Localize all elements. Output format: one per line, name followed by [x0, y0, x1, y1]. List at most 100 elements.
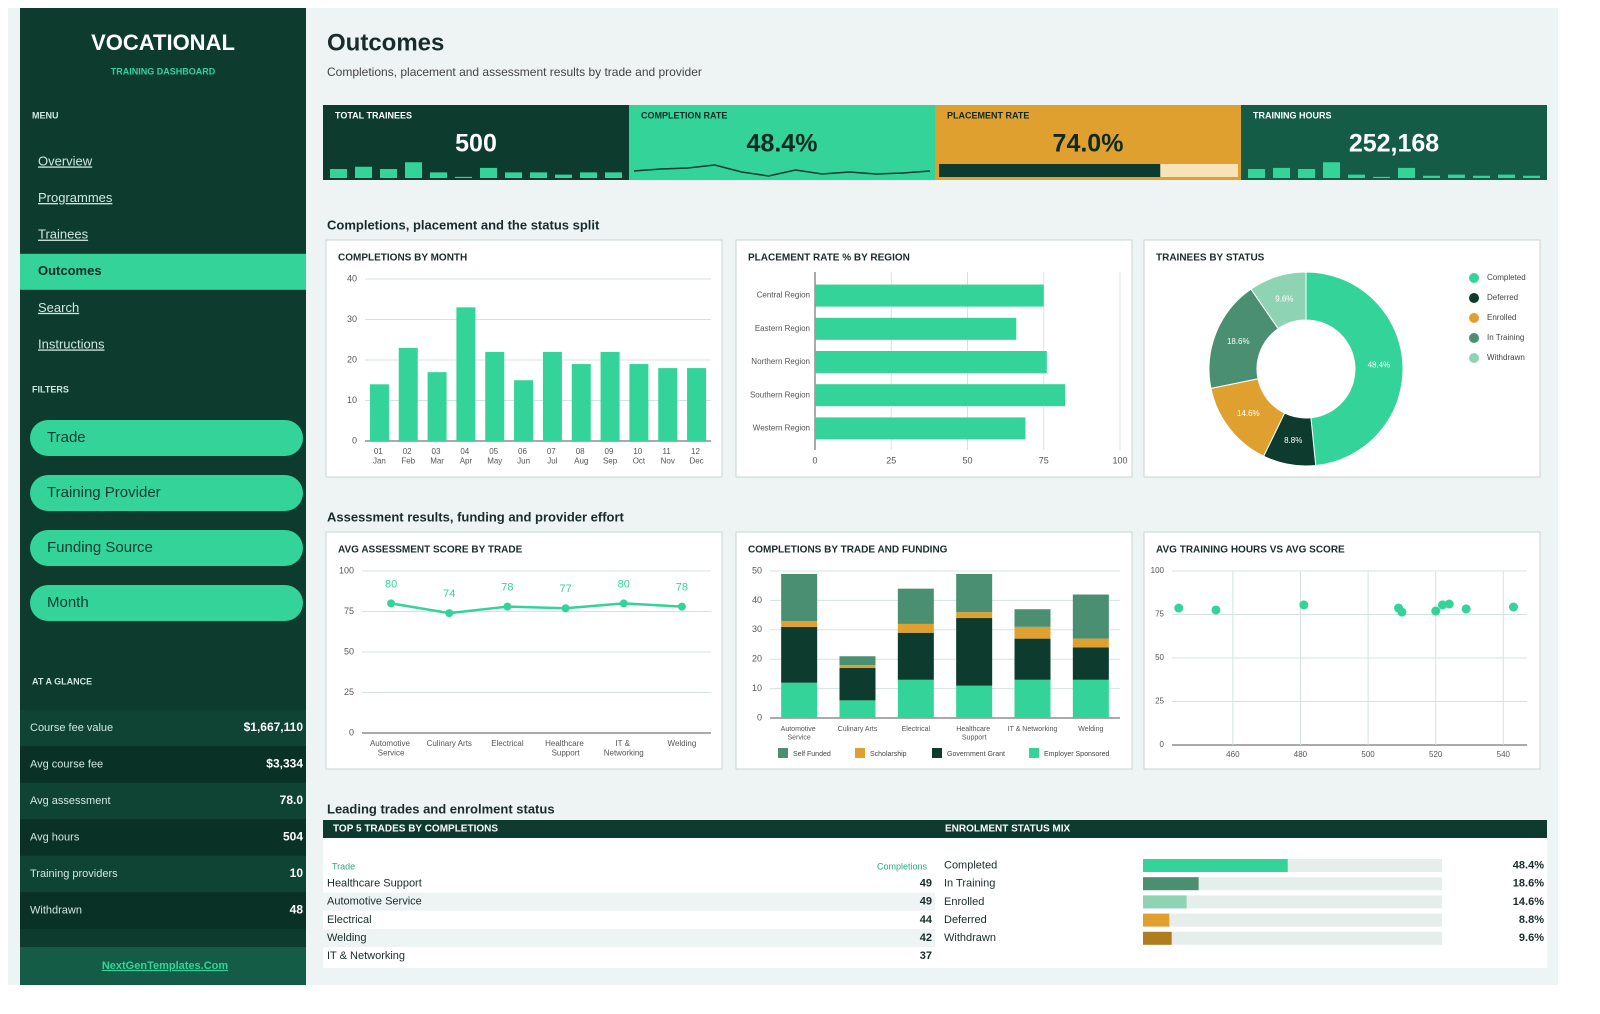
table-cell: 37	[920, 950, 932, 962]
x-tick-label: 07 Jul	[547, 447, 558, 466]
status-value: 48.4%	[1513, 859, 1544, 871]
filter-label[interactable]: Trade	[47, 429, 86, 446]
x-tick-label: Welding	[668, 739, 697, 748]
bar	[815, 317, 1017, 340]
bar-segment	[1072, 594, 1109, 639]
label-line: Networking	[604, 749, 644, 758]
legend-label: In Training	[1487, 333, 1524, 342]
status-label: Deferred	[944, 914, 987, 926]
filter-button[interactable]	[30, 475, 303, 511]
x-tick-label: IT & Networking	[604, 739, 644, 758]
data-label: 74	[443, 588, 455, 600]
data-label: 18.6%	[1227, 337, 1250, 346]
y-tick-label: 0	[352, 435, 357, 445]
label-line: Healthcare	[956, 726, 992, 733]
kpi-spark-bar	[480, 167, 497, 178]
glance-row	[20, 819, 306, 856]
kpi-spark-bar	[1473, 175, 1490, 178]
menu-active-bg[interactable]	[20, 253, 306, 290]
x-tick-label: Automotive Service	[370, 739, 412, 758]
menu-item[interactable]: Programmes	[38, 190, 113, 205]
data-label: 8.8%	[1284, 436, 1302, 445]
menu-item[interactable]: Search	[38, 300, 79, 315]
section-title: Leading trades and enrolment status	[327, 801, 555, 816]
label-line: 10	[633, 447, 644, 456]
label-line: Apr	[460, 457, 473, 466]
label-line: Aug	[574, 457, 588, 466]
status-bar	[1143, 859, 1288, 872]
bar-segment	[781, 626, 818, 683]
legend-swatch	[1469, 273, 1479, 283]
kpi-value: 252,168	[1349, 130, 1439, 158]
glance-label: Avg assessment	[30, 795, 111, 807]
y-tick-label: Central Region	[757, 291, 810, 300]
bar-segment	[1014, 679, 1051, 718]
status-bar	[1143, 877, 1199, 891]
menu-item[interactable]: Outcomes	[38, 263, 102, 278]
label-line: Dec	[689, 457, 703, 466]
kpi-spark-bar	[1298, 169, 1315, 178]
donut-slice	[1305, 271, 1404, 467]
status-label: Withdrawn	[944, 932, 996, 944]
legend-swatch	[855, 748, 865, 758]
data-label: 78	[676, 582, 688, 594]
kpi-value: 48.4%	[747, 130, 818, 158]
kpi-spark-bar	[1248, 169, 1265, 178]
kpi-spark-bar	[455, 176, 472, 178]
label-line: Feb	[401, 457, 415, 466]
filter-label[interactable]: Funding Source	[47, 539, 153, 556]
kpi-spark-bar	[1373, 176, 1390, 178]
x-tick-label: 50	[962, 455, 972, 465]
y-tick-label: 50	[344, 646, 354, 656]
bar-segment	[1072, 647, 1109, 680]
label-line: IT &	[615, 739, 632, 748]
brand-tagline: TRAINING DASHBOARD	[111, 66, 216, 76]
table-title: TOP 5 TRADES BY COMPLETIONS	[333, 824, 498, 835]
status-bar	[1143, 913, 1170, 927]
y-tick-label: 10	[752, 683, 762, 693]
status-bar-track	[1143, 895, 1442, 909]
label-line: Mar	[430, 457, 444, 466]
filter-button[interactable]	[30, 420, 303, 456]
filter-button[interactable]	[30, 585, 303, 621]
x-tick-label: 03 Mar	[430, 447, 444, 466]
menu-item[interactable]: Overview	[38, 153, 93, 168]
kpi-value: 500	[455, 130, 497, 158]
status-label: Enrolled	[944, 896, 984, 908]
y-tick-label: 40	[752, 595, 762, 605]
filter-button[interactable]	[30, 530, 303, 566]
filter-label[interactable]: Month	[47, 594, 89, 611]
kpi-spark-bar	[580, 172, 597, 178]
glance-label: Avg hours	[30, 831, 80, 843]
x-tick-label: IT & Networking	[1008, 726, 1058, 733]
scatter-point	[1397, 607, 1407, 617]
label-line: May	[487, 457, 502, 466]
glance-row	[20, 892, 306, 929]
y-tick-label: 100	[1151, 566, 1165, 575]
scatter-point	[1299, 600, 1309, 610]
bar-segment	[897, 623, 934, 633]
kpi-spark-bar	[505, 172, 522, 178]
legend-label: Deferred	[1487, 293, 1518, 302]
y-tick-label: Western Region	[753, 424, 810, 433]
label-line: Automotive	[370, 739, 412, 748]
legend-label: Employer Sponsored	[1044, 751, 1109, 758]
label-line: 11	[662, 447, 673, 456]
bar-segment	[1014, 609, 1051, 627]
kpi-spark-bar	[1273, 167, 1290, 178]
line-point	[445, 609, 454, 618]
legend-swatch	[778, 748, 788, 758]
bar-segment	[956, 612, 993, 619]
filter-label[interactable]: Training Provider	[47, 484, 161, 501]
bar	[600, 351, 620, 441]
label-line: Sep	[603, 457, 618, 466]
x-tick-label: 08 Aug	[574, 447, 588, 466]
x-tick-label: 05 May	[487, 447, 502, 466]
bar-segment	[897, 679, 934, 718]
menu-item[interactable]: Trainees	[38, 227, 89, 242]
x-tick-label: 02 Feb	[401, 447, 415, 466]
label-line: Jun	[517, 457, 530, 466]
footer-link[interactable]: NextGenTemplates.Com	[102, 960, 229, 972]
menu-item[interactable]: Instructions	[38, 336, 105, 351]
label-line: Support	[962, 734, 987, 741]
